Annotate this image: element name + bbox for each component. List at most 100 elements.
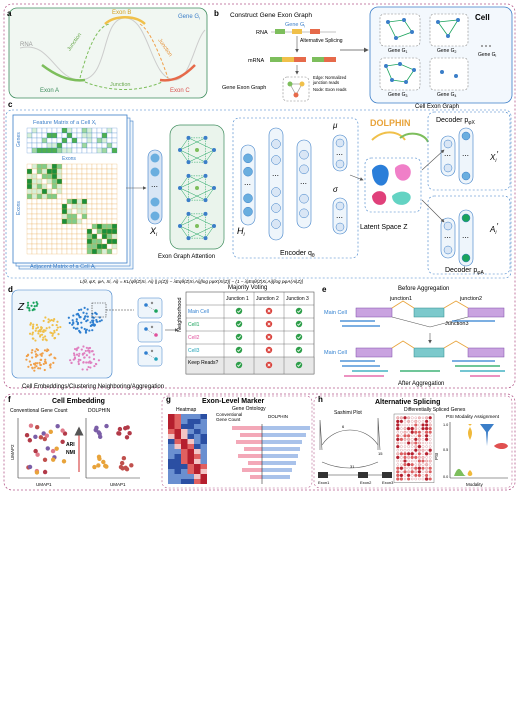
adjacent-cell [81, 168, 88, 175]
adjacent-cell [96, 163, 103, 170]
heatmap-cell [194, 439, 201, 444]
adjacent-cell [31, 243, 38, 250]
adjacent-cell [31, 193, 38, 200]
feature-cell [96, 147, 103, 154]
embedding-point [52, 361, 55, 364]
decoder-node [443, 139, 453, 149]
attention-edge [188, 149, 215, 163]
embedding-point [91, 312, 94, 315]
attention-node [195, 224, 199, 228]
sashimi-count: 31 [350, 464, 355, 469]
dsg-dot [396, 423, 400, 427]
feature-cell [36, 132, 43, 139]
adjacent-cell [41, 168, 48, 175]
embedding-point [49, 331, 52, 334]
dsg-dot [407, 477, 411, 481]
adjacent-cell [111, 203, 118, 210]
dsg-dot [410, 455, 414, 459]
gene-gi-label: Gene Gi [178, 14, 200, 21]
embedding-point [42, 336, 45, 339]
embedding-point [88, 356, 91, 359]
adjacent-cell [56, 198, 63, 205]
dsg-dot [429, 456, 432, 459]
column-header: Junction 3 [286, 296, 309, 302]
adjacent-cell [81, 198, 88, 205]
check-mark [297, 322, 302, 326]
dsg-dot [425, 466, 428, 470]
dsg-dot [417, 448, 421, 452]
adjacent-cell [31, 218, 38, 225]
feature-cell [111, 137, 118, 144]
embedding-point [75, 318, 78, 321]
adjacent-cell [56, 213, 63, 220]
attention-node [203, 173, 208, 178]
decoder-x-label: Decoder pφX [436, 117, 476, 126]
adjacent-cell [106, 233, 113, 240]
panel-b-gene-label: Gene Gi [285, 22, 305, 29]
dsg-dot [399, 466, 404, 470]
dsg-dot [396, 444, 400, 449]
feature-cell [106, 132, 113, 139]
embedding-point [40, 333, 44, 336]
dsg-dot [421, 434, 425, 438]
embedding-point [55, 328, 58, 332]
embedding-point [94, 311, 97, 314]
heatmap-cell [174, 424, 181, 429]
adjacent-cell [56, 218, 63, 225]
feature-cell [61, 147, 68, 154]
adjacent-cell [36, 183, 43, 190]
adjacent-cell [61, 233, 68, 240]
dsg-dot [418, 427, 421, 430]
embedding-point [92, 353, 95, 356]
adjacent-cell [91, 233, 98, 240]
graph-box [379, 13, 421, 47]
heatmap-cell [187, 459, 194, 464]
graph-node [456, 18, 460, 22]
mrna-a-exon-3 [294, 57, 306, 62]
attention-edge [205, 187, 215, 201]
table-row-label: Cell3 [188, 348, 200, 354]
adjacent-cell [96, 193, 103, 200]
adjacent-cell [81, 223, 88, 230]
umap-point [33, 448, 38, 454]
latent-cluster-blue [372, 164, 389, 186]
dsg-dot [410, 438, 414, 441]
graph-node [454, 74, 458, 78]
adjacent-cell [51, 238, 58, 245]
adjacent-cell [91, 213, 98, 220]
encoder-node [299, 164, 309, 175]
heatmap-cell [200, 464, 207, 469]
umap-point [27, 438, 33, 443]
decoder-ellipsis: ⋯ [462, 153, 469, 160]
dsg-dot [396, 470, 400, 474]
dsg-dot [407, 423, 410, 427]
heatmap-cell [187, 449, 194, 454]
adjacent-cell [106, 228, 113, 235]
adjacent-cell [91, 163, 98, 170]
heatmap-cell [194, 429, 201, 434]
dsg-dot [417, 466, 422, 470]
dsg-dot [407, 420, 410, 423]
main-cell-point [144, 303, 148, 307]
adjacent-cell [91, 208, 98, 215]
adjacent-cell [76, 173, 83, 180]
mrna-a-exon-2 [282, 57, 294, 62]
adjacent-cell [71, 198, 78, 205]
sigma-label: σ [333, 185, 339, 194]
dsg-dot [428, 448, 432, 452]
embedding-point [41, 338, 44, 341]
dsg-dot [407, 416, 410, 420]
dsg-dot [396, 437, 400, 442]
dsg-dot [425, 430, 429, 434]
to-latent-arrow [349, 174, 364, 181]
adjacent-cell [66, 233, 73, 240]
adjacent-cell [81, 188, 88, 195]
adjacent-cell [51, 193, 58, 200]
dsg-dot [403, 438, 407, 441]
gene-ontology-label: Gene Ontology [232, 406, 266, 412]
embedding-point [100, 319, 103, 322]
embedding-point [31, 366, 34, 369]
encoder-node [271, 219, 281, 229]
adjacent-cell [26, 213, 33, 220]
adjacent-cell [96, 203, 103, 210]
